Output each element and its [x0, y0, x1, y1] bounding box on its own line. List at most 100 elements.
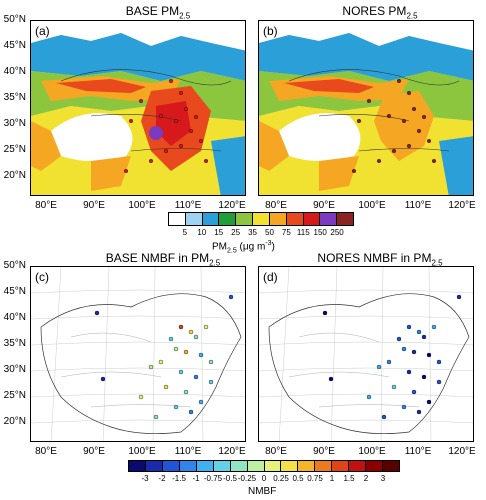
- lat-label: 45°N: [3, 40, 26, 51]
- colorbar-tick-label: 25: [231, 228, 241, 237]
- lon-label: 80°E: [35, 446, 57, 457]
- map-gridlines: [31, 267, 245, 441]
- colorbar-swatch: [196, 461, 214, 471]
- china-outline: [268, 293, 470, 435]
- lat-label: 50°N: [3, 260, 26, 271]
- lon-label: 90°E: [313, 446, 335, 457]
- lon-label: 90°E: [83, 200, 105, 211]
- lon-label: 120°E: [448, 446, 476, 457]
- province-borders: [288, 332, 420, 408]
- lon-label: 120°E: [218, 446, 246, 457]
- lon-label: 90°E: [313, 200, 335, 211]
- nmbf-site-markers: [94, 294, 234, 420]
- colorbar-swatch: [303, 213, 321, 225]
- colorbar-tick-label: 35: [248, 228, 257, 237]
- country-borders: [288, 69, 460, 152]
- map-panel-c: (c): [30, 266, 246, 442]
- lon-label: 80°E: [265, 446, 287, 457]
- red-desert-core: [56, 79, 146, 93]
- china-outline: [40, 293, 242, 435]
- colorbar-tick-label: 2: [363, 474, 369, 483]
- mid-pm-north-band: [31, 33, 245, 81]
- colorbar-tick-label: -0.5: [223, 474, 237, 483]
- colorbar-tick-label: 50: [265, 228, 274, 237]
- title-panel-d: NORES NMBF in PM2.5: [317, 251, 443, 268]
- colorbar-tick-label: 1.5: [343, 474, 355, 483]
- colorbar-swatch: [202, 213, 220, 225]
- east-china-core: [156, 101, 191, 146]
- colorbar-tick-label: 5: [182, 228, 188, 237]
- nmbf-base-map: [31, 267, 245, 441]
- country-borders: [60, 69, 232, 152]
- lon-label: 110°E: [174, 446, 202, 457]
- lon-label: 80°E: [35, 200, 57, 211]
- lon-label: 90°E: [83, 446, 105, 457]
- lat-label: 20°N: [3, 416, 26, 427]
- map-panel-d: (d): [258, 266, 474, 442]
- site-markers: [123, 79, 208, 173]
- map-panel-b: (b): [258, 20, 474, 196]
- mid-pm-north-band: [259, 33, 473, 81]
- lat-label: 40°N: [3, 66, 26, 77]
- colorbar-tick-label: 0.75: [307, 474, 323, 483]
- colorbar-swatch: [219, 213, 237, 225]
- colorbar-tick-label: -3: [141, 474, 149, 483]
- lon-label: 120°E: [218, 200, 246, 211]
- colorbar-swatch: [337, 213, 353, 225]
- low-pm-north-region: [259, 21, 473, 51]
- tibet-low-region: [279, 113, 361, 161]
- west-orange-region: [31, 121, 61, 171]
- colorbar-tick-label: -1.5: [172, 474, 186, 483]
- colorbar-swatch: [332, 461, 350, 471]
- pm25-base-map: [31, 21, 245, 195]
- lon-label: 110°E: [404, 446, 432, 457]
- colorbar-tick-label: 150: [313, 228, 327, 237]
- nmbf-colorbar-title: NMBF: [248, 486, 277, 497]
- colorbar-swatch: [129, 461, 146, 471]
- colorbar-tick-label: 0.5: [292, 474, 304, 483]
- colorbar-swatch: [179, 461, 197, 471]
- province-borders: [60, 332, 192, 408]
- title-panel-a: BASE PM2.5: [125, 4, 191, 21]
- colorbar-swatch: [320, 213, 338, 225]
- colorbar-swatch: [145, 461, 163, 471]
- colorbar-swatch: [236, 213, 254, 225]
- east-china-orange-region: [374, 91, 434, 161]
- colorbar-tick-label: 0.25: [273, 474, 289, 483]
- colorbar-swatch: [366, 461, 384, 471]
- colorbar-tick-label: 75: [281, 228, 291, 237]
- colorbar-tick-label: 1: [329, 474, 335, 483]
- lat-label: 45°N: [3, 286, 26, 297]
- nmbf-colorbar: [128, 460, 400, 472]
- colorbar-swatch: [315, 461, 333, 471]
- panel-letter-d: (d): [263, 270, 278, 284]
- colorbar-tick-label: -2: [158, 474, 166, 483]
- colorbar-swatch: [286, 213, 304, 225]
- lon-label: 100°E: [358, 446, 386, 457]
- colorbar-tick-label: 250: [330, 228, 344, 237]
- map-background: [259, 267, 473, 441]
- lat-label: 40°N: [3, 312, 26, 323]
- colorbar-swatch: [185, 213, 203, 225]
- site-markers: [351, 79, 436, 173]
- colorbar-swatch: [169, 213, 186, 225]
- southwest-orange-region: [91, 156, 131, 191]
- lon-label: 120°E: [448, 200, 476, 211]
- lon-label: 100°E: [128, 446, 156, 457]
- colorbar-tick-label: 10: [197, 228, 207, 237]
- colorbar-tick-label: 0: [261, 474, 267, 483]
- lon-label: 80°E: [265, 200, 287, 211]
- red-desert-core: [284, 79, 374, 93]
- nmbf-nores-map: [259, 267, 473, 441]
- colorbar-tick-label: -0.25: [237, 474, 257, 483]
- colorbar-swatch: [269, 213, 287, 225]
- lon-label: 110°E: [404, 200, 432, 211]
- colorbar-swatch: [213, 461, 231, 471]
- lat-label: 35°N: [3, 92, 26, 103]
- lat-label: 35°N: [3, 338, 26, 349]
- colorbar-tick-label: -1: [192, 474, 200, 483]
- colorbar-tick-label: 15: [214, 228, 224, 237]
- colorbar-tick-label: -0.75: [203, 474, 223, 483]
- west-orange-region: [259, 121, 289, 171]
- southwest-orange-region: [319, 156, 359, 191]
